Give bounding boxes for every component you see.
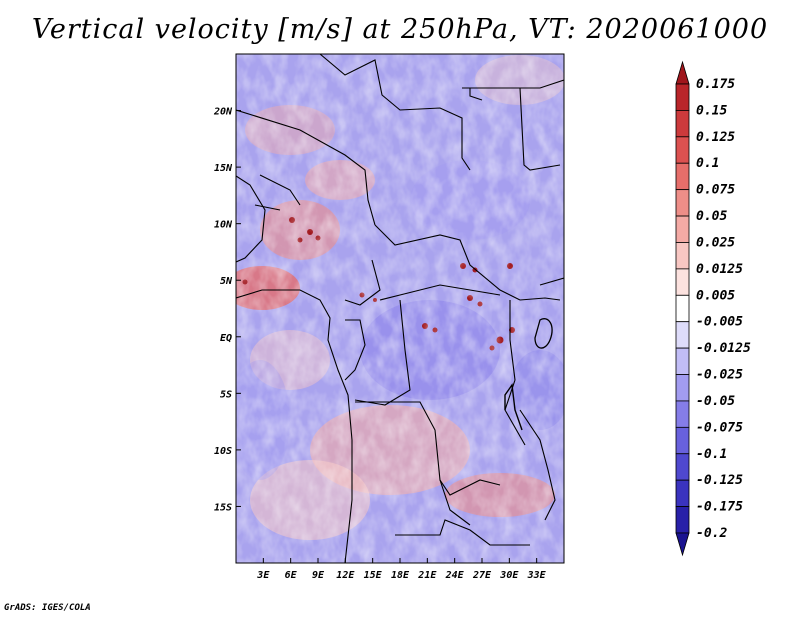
- colorbar-label: -0.1: [696, 447, 727, 462]
- colorbar-swatch: [675, 162, 690, 191]
- colorbar-swatch: [675, 479, 690, 507]
- lon-tick-label: 21E: [417, 570, 437, 581]
- colorbar-swatch: [675, 374, 690, 402]
- border-uganda-kenya: [519, 277, 564, 301]
- colorbar-label: -0.025: [696, 368, 743, 383]
- border-namibia-zambia: [395, 519, 530, 546]
- colorbar-label: 0.0125: [696, 262, 743, 277]
- lat-tick-label: 10N: [214, 220, 233, 231]
- colorbar-label: -0.05: [696, 394, 735, 409]
- border-egypt-sudan: [462, 87, 483, 101]
- coast-gulf-southwest: [236, 289, 353, 563]
- lon-tick-label: 24E: [445, 570, 465, 581]
- lat-tick-label: 20N: [213, 107, 233, 118]
- velocity-field: [236, 54, 564, 563]
- lake-tanganyika: [504, 383, 523, 431]
- colorbar-label: 0.005: [696, 288, 735, 303]
- colorbar-swatch: [675, 426, 690, 455]
- border-car-sudan: [374, 224, 521, 301]
- colorbar-swatch: [675, 268, 690, 296]
- lon-tick-label: 3E: [256, 570, 270, 581]
- colorbar-swatch: [675, 60, 690, 85]
- grads-credit: GrADS: IGES/COLA: [4, 603, 91, 613]
- colorbar-swatch: [675, 242, 690, 270]
- border-libya-egypt: [319, 54, 471, 171]
- lon-tick-label: 15E: [364, 570, 383, 581]
- lon-tick-label: 33E: [527, 570, 547, 581]
- border-drc-west: [354, 299, 411, 406]
- colorbar-label: 0.05: [696, 209, 727, 224]
- colorbar-swatch: [675, 506, 690, 534]
- colorbar-label: -0.005: [696, 315, 743, 330]
- colorbar-label: -0.2: [696, 526, 727, 541]
- border-drc-east: [504, 300, 526, 446]
- lon-tick-label: 12E: [336, 570, 355, 581]
- lat-tick-label: 5S: [220, 389, 232, 400]
- longitude-axis: 3E 6E 9E 12E 15E 18E 21E 24E 27E 30E 33E: [256, 558, 547, 581]
- colorbar-swatch: [675, 136, 690, 164]
- colorbar-swatch: [675, 321, 690, 349]
- lon-tick-label: 30E: [499, 570, 519, 581]
- border-zambia-angola: [439, 479, 471, 526]
- colorbar-label: 0.075: [696, 183, 735, 198]
- colorbar-swatch: [675, 400, 690, 428]
- lat-tick-label: 15N: [214, 163, 233, 174]
- border-tanzania: [519, 409, 556, 521]
- lat-tick-label: 15S: [214, 502, 232, 513]
- colorbar-label: -0.0125: [696, 341, 751, 356]
- border-northeast: [470, 79, 564, 171]
- colorbar-swatch: [675, 294, 690, 323]
- lat-tick-label: 5N: [220, 276, 233, 287]
- lon-tick-label: 9E: [312, 570, 325, 581]
- border-niger-chad: [236, 109, 376, 226]
- border-gabon: [344, 319, 366, 381]
- colorbar-label: -0.175: [696, 500, 743, 515]
- colorbar-label: 0.15: [696, 103, 727, 118]
- colorbar-label: -0.075: [696, 420, 743, 435]
- colorbar: 0.175 0.15 0.125 0.1 0.075 0.05 0.025 0.0125 0.0…: [675, 60, 751, 557]
- border-cameroon-car: [344, 259, 381, 306]
- coast-west: [236, 175, 266, 263]
- coastlines-borders: [236, 54, 564, 563]
- latitude-axis: 20N 15N 10N 5N EQ 5S 10S 15S: [213, 107, 241, 513]
- colorbar-swatch: [675, 453, 690, 481]
- colorbar-label: 0.025: [696, 235, 735, 250]
- colorbar-label: 0.125: [696, 130, 735, 145]
- lat-tick-label: 10S: [214, 446, 232, 457]
- colorbar-swatch: [675, 83, 690, 111]
- colorbar-swatch: [675, 110, 690, 138]
- lake-victoria: [534, 318, 553, 349]
- border-congo-car: [379, 284, 501, 301]
- colorbar-label: 0.1: [696, 156, 719, 171]
- field-texture: [236, 54, 564, 563]
- colorbar-label: 0.175: [696, 77, 735, 92]
- colorbar-swatch: [675, 532, 690, 557]
- border-west-africa: [254, 174, 301, 211]
- colorbar-label: -0.125: [696, 473, 743, 488]
- colorbar-swatch: [675, 215, 690, 243]
- colorbar-swatch: [675, 189, 690, 217]
- chart-title: Vertical velocity [m/s] at 250hPa, VT: 2…: [31, 14, 769, 45]
- lon-tick-label: 6E: [285, 570, 298, 581]
- lon-tick-label: 27E: [472, 570, 492, 581]
- lat-tick-label: EQ: [220, 333, 232, 344]
- colorbar-swatch: [675, 347, 690, 375]
- lon-tick-label: 18E: [391, 570, 410, 581]
